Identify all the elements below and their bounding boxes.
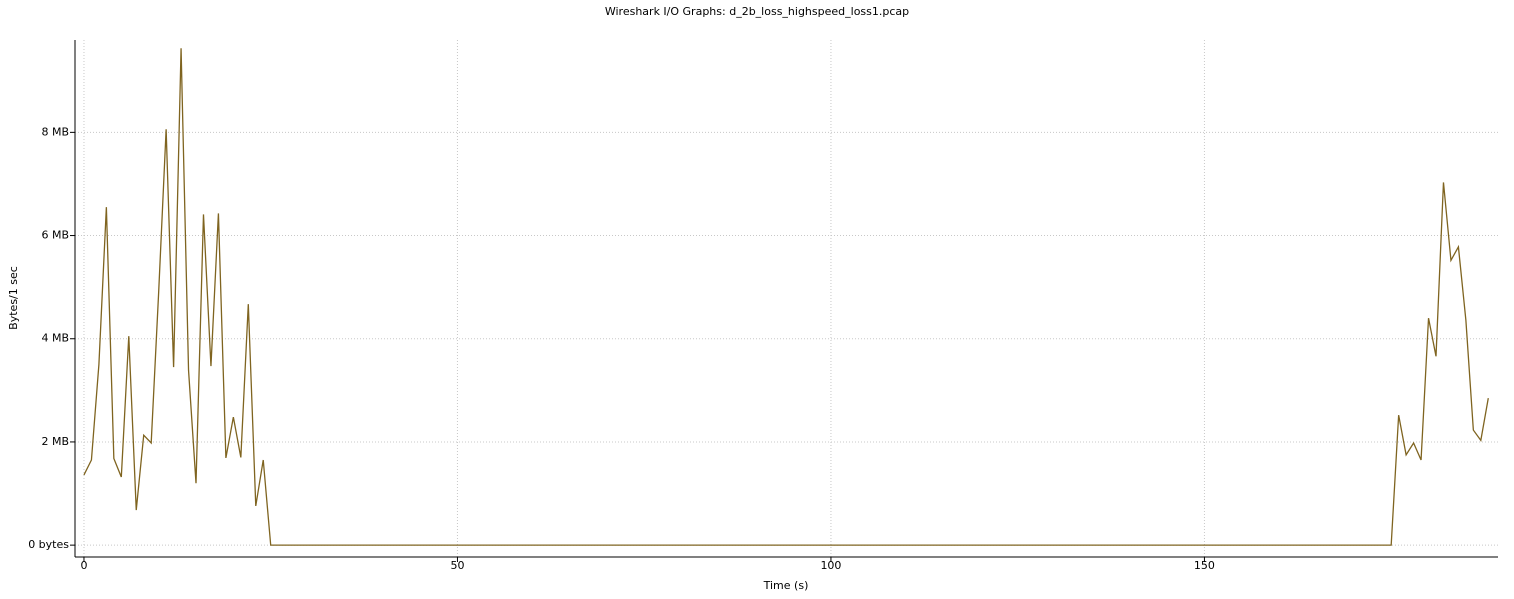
x-tick-label: 50 <box>450 559 464 572</box>
y-tick-label: 2 MB <box>41 435 69 448</box>
y-tick-label: 0 bytes <box>28 538 69 551</box>
x-tick-label: 100 <box>820 559 841 572</box>
data-line <box>83 48 1489 546</box>
chart-title: Wireshark I/O Graphs: d_2b_loss_highspee… <box>605 5 909 18</box>
x-axis-label: Time (s) <box>763 579 809 592</box>
x-tick-label: 0 <box>80 559 87 572</box>
y-tick-label: 4 MB <box>41 332 69 345</box>
y-tick-label: 6 MB <box>41 229 69 242</box>
x-tick-label: 150 <box>1194 559 1215 572</box>
y-tick-label: 8 MB <box>41 125 69 138</box>
y-axis-label: Bytes/1 sec <box>7 266 20 330</box>
